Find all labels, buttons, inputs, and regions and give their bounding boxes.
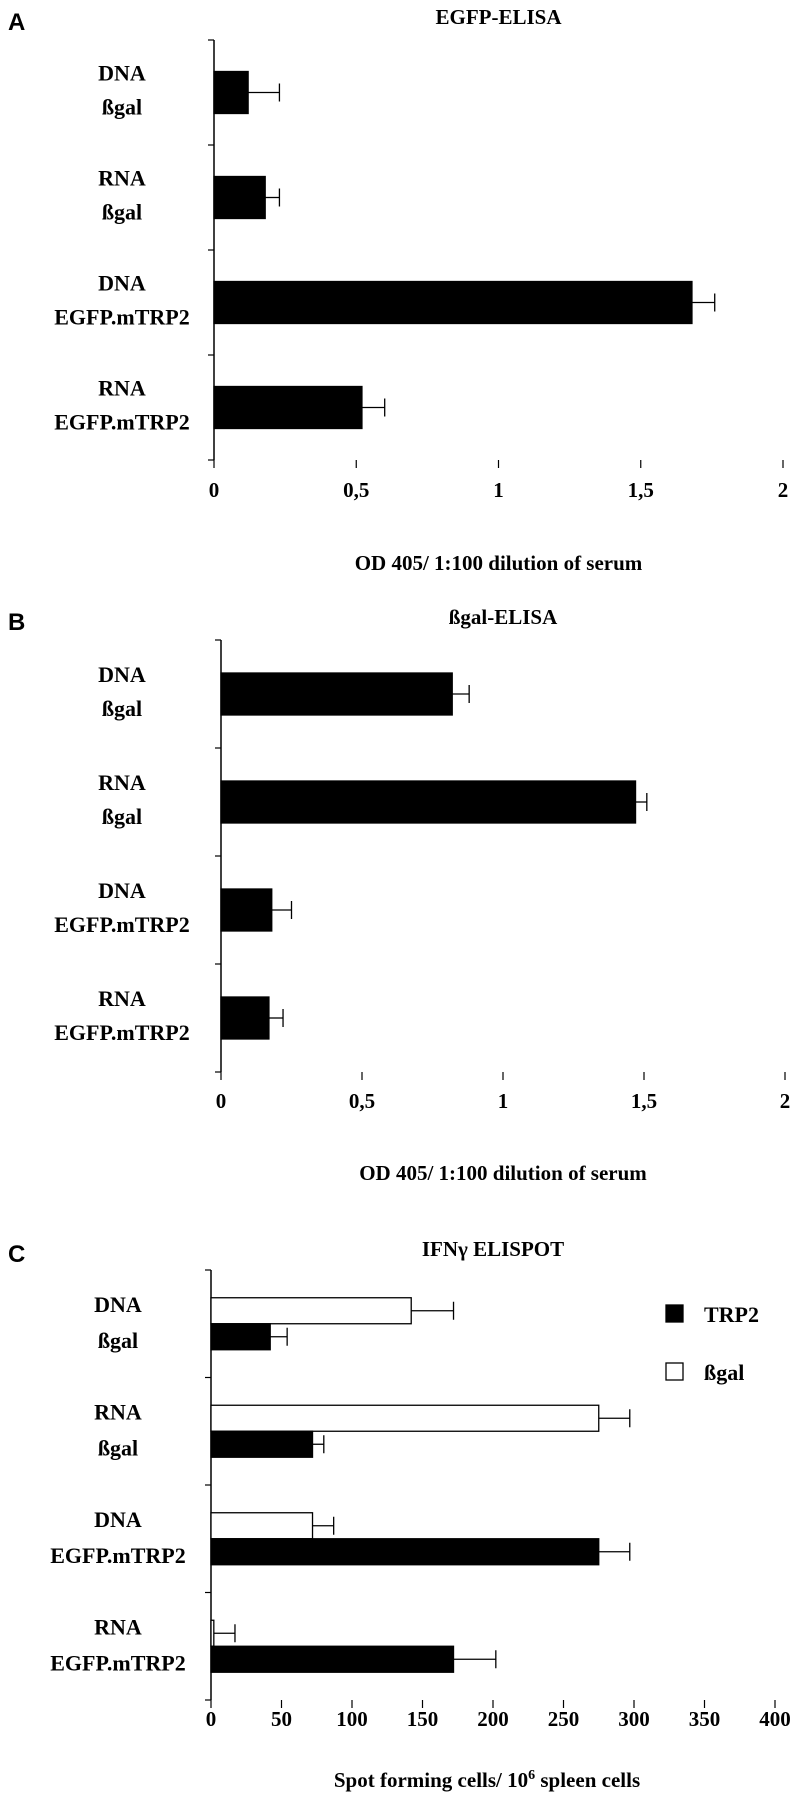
category-label: EGFP.mTRP2 bbox=[50, 1650, 185, 1675]
bar bbox=[220, 780, 637, 824]
bar bbox=[220, 996, 270, 1040]
x-axis-label: Spot forming cells/ 106 spleen cells bbox=[334, 1768, 640, 1792]
panel-letter: A bbox=[8, 9, 25, 36]
category-label: EGFP.mTRP2 bbox=[50, 1543, 185, 1568]
category-label: DNA bbox=[94, 1507, 142, 1532]
category-label: EGFP.mTRP2 bbox=[54, 410, 189, 435]
x-tick-label: 100 bbox=[336, 1707, 368, 1731]
x-tick-label: 50 bbox=[271, 1707, 292, 1731]
category-label: DNA bbox=[98, 662, 146, 687]
category-label: ßgal bbox=[102, 95, 142, 120]
category-label: RNA bbox=[98, 376, 146, 401]
bar bbox=[210, 1297, 412, 1325]
x-tick-label: 1 bbox=[493, 478, 504, 502]
category-label: EGFP.mTRP2 bbox=[54, 1020, 189, 1045]
x-tick-label: 200 bbox=[477, 1707, 509, 1731]
bar bbox=[213, 70, 249, 115]
chart-title: ßgal-ELISA bbox=[449, 605, 558, 629]
bar bbox=[220, 672, 453, 716]
category-label: ßgal bbox=[98, 1435, 138, 1460]
category-label: DNA bbox=[98, 271, 146, 296]
category-label: DNA bbox=[98, 61, 146, 86]
x-tick-label: 0,5 bbox=[343, 478, 369, 502]
x-tick-label: 0 bbox=[209, 478, 220, 502]
chart-title: EGFP-ELISA bbox=[435, 5, 562, 29]
bar bbox=[213, 175, 266, 220]
x-axis-label: OD 405/ 1:100 dilution of serum bbox=[355, 551, 643, 575]
category-label: EGFP.mTRP2 bbox=[54, 912, 189, 937]
category-label: RNA bbox=[98, 770, 146, 795]
category-label: RNA bbox=[98, 986, 146, 1011]
x-tick-label: 1,5 bbox=[631, 1089, 657, 1113]
legend-swatch bbox=[665, 1362, 684, 1381]
bar bbox=[210, 1619, 215, 1647]
x-tick-label: 0 bbox=[216, 1089, 227, 1113]
category-label: EGFP.mTRP2 bbox=[54, 305, 189, 330]
x-tick-label: 0 bbox=[206, 1707, 217, 1731]
chart-title: IFNγ ELISPOT bbox=[422, 1237, 564, 1261]
bar bbox=[210, 1404, 600, 1432]
category-label: ßgal bbox=[98, 1328, 138, 1353]
category-label: RNA bbox=[94, 1614, 142, 1639]
bar bbox=[210, 1645, 455, 1673]
x-tick-label: 2 bbox=[778, 478, 789, 502]
category-label: RNA bbox=[94, 1399, 142, 1424]
category-label: DNA bbox=[98, 878, 146, 903]
category-label: ßgal bbox=[102, 200, 142, 225]
bar bbox=[213, 385, 363, 430]
x-axis-label: OD 405/ 1:100 dilution of serum bbox=[359, 1161, 647, 1185]
panel-a: A EGFP-ELISA 0 0,5 1 1,5 2 DNA ßgal RNA ßgal DNA EGF… bbox=[8, 5, 788, 575]
bar bbox=[220, 888, 273, 932]
x-tick-label: 350 bbox=[689, 1707, 721, 1731]
legend-label: ßgal bbox=[704, 1360, 744, 1385]
bar bbox=[210, 1323, 271, 1351]
panel-letter: B bbox=[8, 609, 25, 636]
category-label: ßgal bbox=[102, 804, 142, 829]
x-tick-label: 300 bbox=[618, 1707, 650, 1731]
x-tick-label: 250 bbox=[548, 1707, 580, 1731]
category-label: RNA bbox=[98, 166, 146, 191]
panel-c: C IFNγ ELISPOT 0 50 100 150 200 250 300 350 400 DNA… bbox=[8, 1237, 791, 1792]
bar bbox=[210, 1430, 314, 1458]
panel-letter: C bbox=[8, 1241, 25, 1268]
legend-swatch bbox=[665, 1304, 684, 1323]
x-tick-label: 1,5 bbox=[628, 478, 654, 502]
x-tick-label: 1 bbox=[498, 1089, 509, 1113]
category-label: DNA bbox=[94, 1292, 142, 1317]
x-tick-label: 2 bbox=[780, 1089, 791, 1113]
bar bbox=[210, 1538, 600, 1566]
category-label: ßgal bbox=[102, 696, 142, 721]
bar bbox=[213, 280, 693, 325]
x-tick-label: 150 bbox=[407, 1707, 439, 1731]
x-tick-label: 400 bbox=[759, 1707, 791, 1731]
legend-label: TRP2 bbox=[704, 1302, 759, 1327]
bar bbox=[210, 1512, 314, 1540]
x-tick-label: 0,5 bbox=[349, 1089, 375, 1113]
